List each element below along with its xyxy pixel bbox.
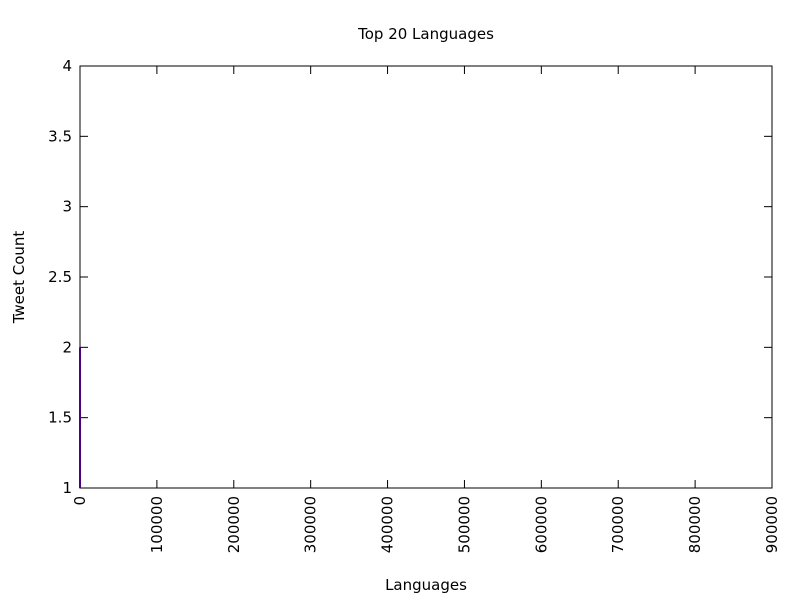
x-tick-label: 100000 (148, 496, 166, 553)
y-tick-label: 4 (62, 57, 72, 75)
x-tick-label: 700000 (609, 496, 627, 553)
x-tick-label: 900000 (763, 496, 781, 553)
y-tick-label: 1 (62, 479, 72, 497)
x-tick-label: 300000 (302, 496, 320, 553)
x-tick-label: 200000 (225, 496, 243, 553)
x-tick-label: 400000 (379, 496, 397, 553)
x-axis-ticks: 0 100000 200000 300000 400000 500000 600000 700… (71, 66, 781, 553)
x-tick-label: 0 (71, 496, 89, 506)
x-tick-label: 600000 (532, 496, 550, 553)
x-axis-label: Languages (385, 576, 467, 594)
x-tick-label: 500000 (455, 496, 473, 553)
y-tick-label: 2.5 (48, 268, 72, 286)
y-tick-label: 3.5 (48, 127, 72, 145)
y-tick-label: 1.5 (48, 409, 72, 427)
x-tick-label: 800000 (686, 496, 704, 553)
chart-title: Top 20 Languages (357, 25, 494, 43)
y-axis-label: Tweet Count (10, 231, 28, 325)
y-tick-label: 2 (62, 338, 72, 356)
y-tick-label: 3 (62, 198, 72, 216)
plot-frame (79, 65, 773, 489)
y-axis-ticks: 1 1.5 2 2.5 3 3.5 4 (48, 57, 772, 497)
